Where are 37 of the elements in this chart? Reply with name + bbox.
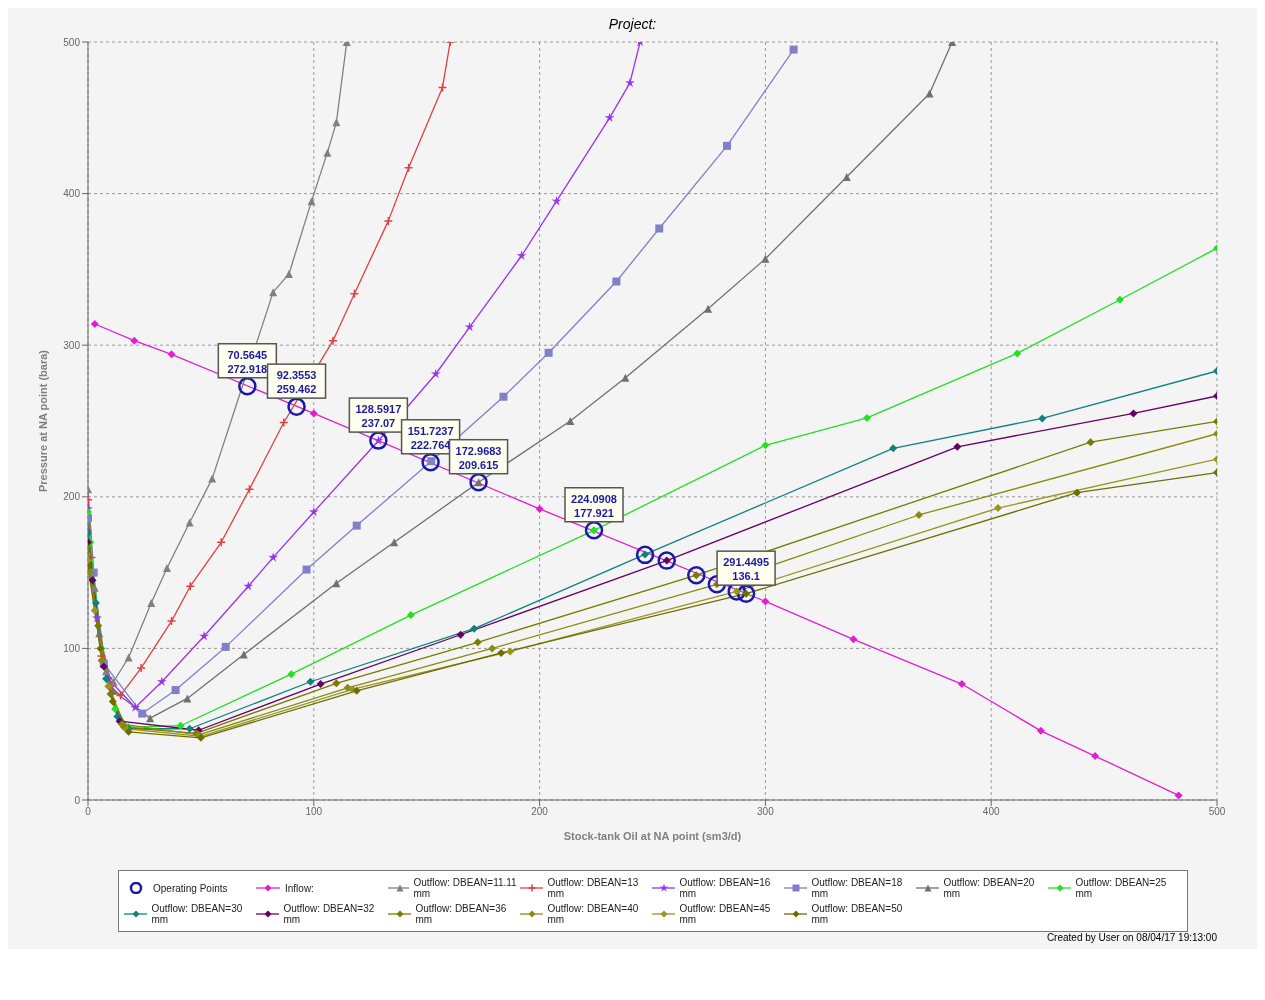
x-tick-label: 400	[982, 806, 1000, 818]
y-tick-label: 200	[63, 491, 81, 503]
y-tick-label: 0	[74, 794, 81, 806]
data-label: 92.3553 259.462	[276, 369, 317, 396]
legend-label: Outflow: DBEAN=13 mm	[547, 877, 640, 899]
legend-label: Outflow: DBEAN=25 mm	[1075, 877, 1168, 899]
legend-label: Outflow: DBEAN=36 mm	[415, 903, 508, 925]
legend-label: Outflow: DBEAN=32 mm	[283, 903, 376, 925]
y-axis-title: Pressure at NA point (bara)	[36, 349, 49, 493]
y-tick-label: 400	[63, 188, 81, 200]
legend-label: Outflow: DBEAN=20 mm	[943, 877, 1036, 899]
chart-title: Project:	[607, 15, 658, 32]
x-tick-label: 0	[85, 806, 92, 818]
data-label: 70.5645 272.918	[227, 348, 268, 375]
legend-label: Outflow: DBEAN=40 mm	[547, 903, 640, 925]
x-tick-label: 300	[757, 806, 775, 818]
legend-label: Outflow: DBEAN=30 mm	[151, 903, 244, 925]
x-tick-label: 500	[1208, 806, 1226, 818]
data-label: 291.4495 136.1	[723, 556, 770, 583]
data-label: 172.9683 209.615	[455, 444, 502, 471]
legend-label: Outflow: DBEAN=18 mm	[811, 877, 904, 899]
y-tick-label: 100	[63, 642, 81, 654]
legend-label: Outflow: DBEAN=16 mm	[679, 877, 772, 899]
data-label: 151.7237 222.764	[407, 424, 454, 451]
legend-label: Inflow:	[285, 882, 314, 894]
legend-label: Outflow: DBEAN=50 mm	[811, 903, 904, 925]
x-tick-label: 100	[305, 806, 323, 818]
legend-label: Operating Points	[153, 882, 228, 894]
data-label: 224.0908 177.921	[571, 492, 617, 519]
y-tick-label: 300	[63, 339, 81, 351]
x-tick-label: 200	[531, 806, 549, 818]
data-label: 128.5917 237.07	[355, 403, 402, 430]
legend-label: Outflow: DBEAN=45 mm	[679, 903, 772, 925]
y-tick-label: 500	[63, 36, 81, 48]
legend-label: Outflow: DBEAN=11.11 mm	[413, 877, 518, 899]
text: Created by User on 08/04/17 19:13:00	[1045, 932, 1217, 943]
x-axis-title: Stock-tank Oil at NA point (sm3/d)	[563, 830, 742, 842]
